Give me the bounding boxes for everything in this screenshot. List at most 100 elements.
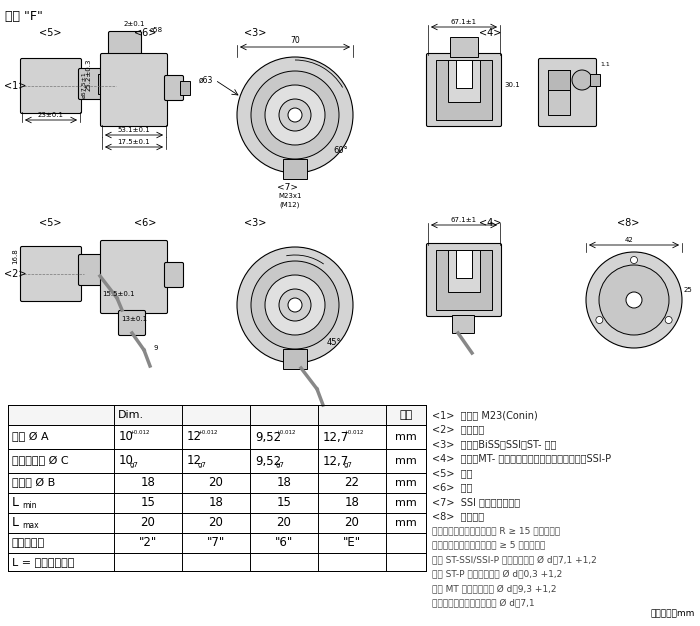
Text: <2>: <2> bbox=[4, 269, 27, 279]
Text: <3>: <3> bbox=[244, 218, 266, 228]
Bar bbox=[8, 425, 426, 449]
Text: 9: 9 bbox=[154, 345, 158, 351]
FancyBboxPatch shape bbox=[78, 255, 104, 285]
Text: "6": "6" bbox=[275, 536, 293, 550]
Circle shape bbox=[665, 317, 672, 324]
Text: 25: 25 bbox=[684, 287, 693, 293]
Text: 60°: 60° bbox=[333, 146, 348, 155]
Text: 53.1±0.1: 53.1±0.1 bbox=[118, 127, 150, 133]
Text: +0.012: +0.012 bbox=[130, 431, 150, 436]
Bar bbox=[283, 159, 307, 179]
Bar bbox=[448, 60, 480, 102]
Circle shape bbox=[237, 57, 353, 173]
Circle shape bbox=[265, 85, 325, 145]
Text: mm: mm bbox=[395, 518, 417, 528]
Text: <6>: <6> bbox=[134, 28, 156, 38]
FancyBboxPatch shape bbox=[118, 310, 146, 336]
Circle shape bbox=[265, 275, 325, 335]
Text: g7: g7 bbox=[276, 462, 285, 468]
Text: 20: 20 bbox=[209, 476, 223, 490]
Text: <5>: <5> bbox=[38, 28, 62, 38]
Text: +0.012: +0.012 bbox=[276, 431, 296, 436]
Text: 1.1: 1.1 bbox=[600, 63, 610, 68]
Circle shape bbox=[626, 292, 642, 308]
Text: 使用 MT 接口时的电缆 Ø d：9,3 +1,2: 使用 MT 接口时的电缆 Ø d：9,3 +1,2 bbox=[432, 584, 556, 593]
Text: <5>: <5> bbox=[38, 218, 62, 228]
Text: 18: 18 bbox=[209, 496, 223, 510]
Text: <6>: <6> bbox=[134, 218, 156, 228]
Text: 弹性安装时的电缆弯曲半径 R ≥ 15 倍电缆直径: 弹性安装时的电缆弯曲半径 R ≥ 15 倍电缆直径 bbox=[432, 526, 560, 535]
Bar bbox=[436, 250, 492, 310]
Text: 匹配连接轴 Ø C: 匹配连接轴 Ø C bbox=[12, 456, 69, 466]
Text: 单位: 单位 bbox=[400, 410, 412, 420]
Text: g7: g7 bbox=[130, 462, 139, 468]
Text: ø58: ø58 bbox=[150, 27, 163, 33]
Text: 13±0.1: 13±0.1 bbox=[121, 316, 147, 322]
Bar bbox=[450, 37, 478, 57]
Bar bbox=[283, 349, 307, 369]
Text: 9,52: 9,52 bbox=[255, 454, 281, 468]
Text: L = 连接轴的深度: L = 连接轴的深度 bbox=[12, 557, 74, 567]
Text: 70: 70 bbox=[290, 36, 300, 45]
Circle shape bbox=[288, 108, 302, 122]
FancyBboxPatch shape bbox=[20, 58, 81, 113]
Text: 固定安装时的电缆弯曲半径 ≥ 5 倍电缆直径: 固定安装时的电缆弯曲半径 ≥ 5 倍电缆直径 bbox=[432, 540, 545, 550]
Text: 18: 18 bbox=[344, 496, 359, 510]
Bar bbox=[8, 493, 426, 513]
Text: ø57.5±1: ø57.5±1 bbox=[81, 71, 87, 98]
Bar bbox=[448, 250, 480, 292]
Text: <4>: <4> bbox=[479, 28, 501, 38]
Text: 使用 ST-P 接口时的电缆 Ø d：0,3 +1,2: 使用 ST-P 接口时的电缆 Ø d：0,3 +1,2 bbox=[432, 570, 562, 578]
Text: 使用 ST-SSI/SSI-P 接口时的电缆 Ø d：7,1 +1,2: 使用 ST-SSI/SSI-P 接口时的电缆 Ø d：7,1 +1,2 bbox=[432, 555, 596, 564]
Text: Dim.: Dim. bbox=[118, 410, 144, 420]
Text: (M12): (M12) bbox=[280, 201, 300, 207]
Text: <4>: <4> bbox=[479, 218, 501, 228]
Text: g7: g7 bbox=[344, 462, 353, 468]
Text: <1>  连接器 M23(Conin): <1> 连接器 M23(Conin) bbox=[432, 410, 538, 420]
Circle shape bbox=[279, 99, 311, 131]
FancyBboxPatch shape bbox=[538, 58, 596, 126]
Text: <7>  SSI 可选括号内的值: <7> SSI 可选括号内的值 bbox=[432, 497, 520, 507]
Bar bbox=[436, 60, 492, 120]
Text: 23±0.1: 23±0.1 bbox=[38, 112, 64, 118]
FancyBboxPatch shape bbox=[108, 31, 141, 54]
Text: 2±0.1: 2±0.1 bbox=[123, 21, 145, 27]
Bar bbox=[8, 553, 426, 571]
Text: 20: 20 bbox=[276, 516, 291, 530]
Text: 17.5±0.1: 17.5±0.1 bbox=[118, 139, 150, 145]
Text: mm: mm bbox=[395, 478, 417, 488]
Bar bbox=[548, 70, 570, 90]
FancyBboxPatch shape bbox=[20, 247, 81, 302]
Text: 16.8: 16.8 bbox=[12, 248, 18, 264]
Circle shape bbox=[599, 265, 669, 335]
Text: <3>  接口：BiSS、SSI、ST- 并行: <3> 接口：BiSS、SSI、ST- 并行 bbox=[432, 439, 556, 449]
Text: 18: 18 bbox=[276, 476, 291, 490]
Bar bbox=[8, 449, 426, 473]
Text: 20: 20 bbox=[141, 516, 155, 530]
FancyBboxPatch shape bbox=[426, 244, 501, 317]
FancyBboxPatch shape bbox=[426, 53, 501, 126]
FancyBboxPatch shape bbox=[101, 53, 167, 126]
Text: 42: 42 bbox=[624, 237, 634, 243]
Text: 盲轴 Ø A: 盲轴 Ø A bbox=[12, 432, 48, 442]
Bar bbox=[8, 533, 426, 553]
FancyBboxPatch shape bbox=[164, 262, 183, 287]
Text: <6>  径向: <6> 径向 bbox=[432, 483, 472, 493]
Text: "7": "7" bbox=[207, 536, 225, 550]
Circle shape bbox=[596, 317, 603, 324]
Text: 15: 15 bbox=[141, 496, 155, 510]
Text: 12,7: 12,7 bbox=[323, 431, 349, 443]
Text: <4>  接口：MT- 并行（仅适用电缆）、现场总线、SSI-P: <4> 接口：MT- 并行（仅适用电缆）、现场总线、SSI-P bbox=[432, 453, 611, 463]
Text: 18: 18 bbox=[141, 476, 155, 490]
Bar bbox=[8, 513, 426, 533]
Text: 12,7: 12,7 bbox=[323, 454, 349, 468]
Text: "2": "2" bbox=[139, 536, 157, 550]
Circle shape bbox=[572, 70, 592, 90]
Text: +0.012: +0.012 bbox=[344, 431, 364, 436]
Text: mm: mm bbox=[395, 498, 417, 508]
Text: 15.5±0.1: 15.5±0.1 bbox=[102, 291, 134, 297]
Text: 45°: 45° bbox=[327, 338, 342, 347]
Text: 使用现场总线接口时的电缆 Ø d：7,1: 使用现场总线接口时的电缆 Ø d：7,1 bbox=[432, 598, 535, 607]
Text: L: L bbox=[12, 496, 19, 508]
Circle shape bbox=[288, 298, 302, 312]
